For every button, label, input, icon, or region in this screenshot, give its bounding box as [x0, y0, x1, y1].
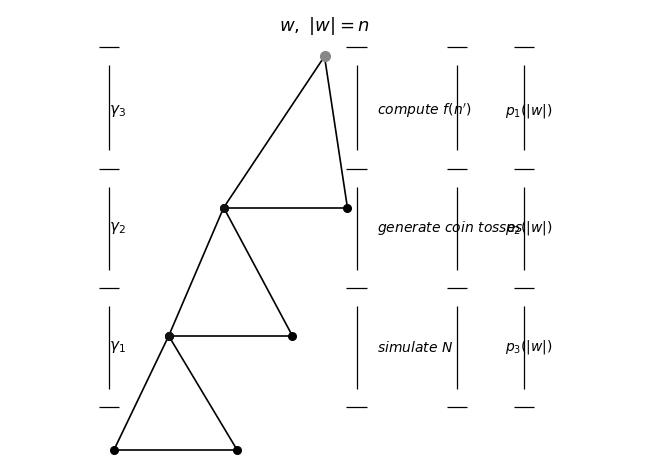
- Text: $p_3(|w|)$: $p_3(|w|)$: [504, 338, 552, 356]
- Text: $w,\ |w| = n$: $w,\ |w| = n$: [279, 15, 370, 37]
- Text: $p_1(|w|)$: $p_1(|w|)$: [504, 102, 552, 120]
- Text: $\mathit{generate\ coin\ tosses}$: $\mathit{generate\ coin\ tosses}$: [377, 219, 524, 237]
- Text: $\gamma_1$: $\gamma_1$: [109, 339, 126, 355]
- Text: $\mathit{simulate}\ \mathit{N}$: $\mathit{simulate}\ \mathit{N}$: [377, 340, 454, 355]
- Text: $\gamma_3$: $\gamma_3$: [109, 103, 126, 119]
- Text: $p_2(|w|)$: $p_2(|w|)$: [504, 219, 552, 237]
- Text: $\gamma_2$: $\gamma_2$: [109, 220, 126, 236]
- Text: $\mathit{compute}\ \mathit{f(n')}$: $\mathit{compute}\ \mathit{f(n')}$: [377, 102, 472, 120]
